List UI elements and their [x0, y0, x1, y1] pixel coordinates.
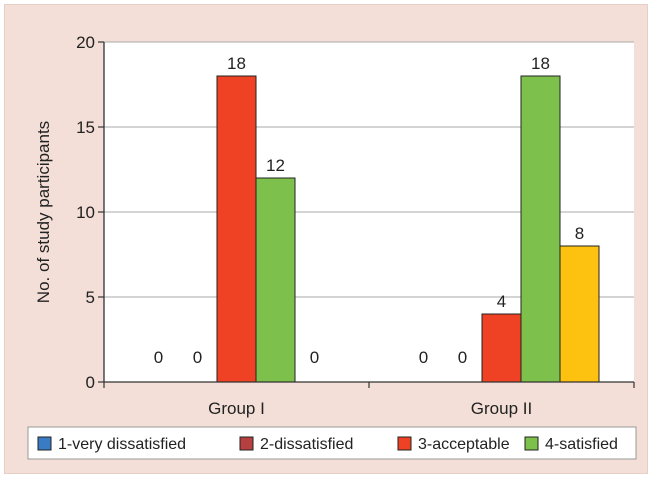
- data-label: 0: [458, 348, 467, 367]
- bar: [520, 75, 561, 383]
- data-label: 18: [531, 54, 550, 73]
- data-label: 0: [154, 348, 163, 367]
- bar: [216, 75, 257, 383]
- y-tick-label: 15: [76, 118, 95, 137]
- data-label: 18: [227, 54, 246, 73]
- data-labels: 0 0 18 12 0 0 0 4 18 8: [154, 54, 584, 367]
- bar: [559, 245, 600, 383]
- legend-swatch: [397, 436, 412, 451]
- y-tick-label: 20: [76, 33, 95, 52]
- y-tick-label: 5: [86, 288, 95, 307]
- bars: [216, 75, 600, 383]
- legend-label: 1-very dissatisfied: [58, 436, 186, 453]
- data-label: 0: [419, 348, 428, 367]
- x-tick-label: Group I: [208, 399, 265, 418]
- data-label: 0: [193, 348, 202, 367]
- legend-swatch: [37, 436, 52, 451]
- data-label: 4: [497, 292, 506, 311]
- bar: [255, 177, 296, 383]
- y-tick-label: 0: [86, 373, 95, 392]
- legend-swatch: [524, 436, 539, 451]
- legend-swatch: [239, 436, 254, 451]
- legend-label: 4-satisfied: [545, 436, 618, 453]
- data-label: 8: [575, 224, 584, 243]
- data-label: 0: [310, 348, 319, 367]
- y-axis-label: No. of study participants: [34, 121, 53, 303]
- y-tick-label: 10: [76, 203, 95, 222]
- x-tick-label: Group II: [471, 399, 532, 418]
- legend-label: 3-acceptable: [418, 436, 510, 453]
- legend-entries: 1-very dissatisfied 2-dissatisfied 3-accep…: [37, 436, 618, 453]
- bar: [481, 313, 522, 383]
- legend-label: 2-dissatisfied: [260, 436, 353, 453]
- tick-labels: 0 5 10 15 20 Group I Group II: [76, 33, 532, 418]
- axes: [98, 41, 635, 388]
- data-label: 12: [266, 156, 285, 175]
